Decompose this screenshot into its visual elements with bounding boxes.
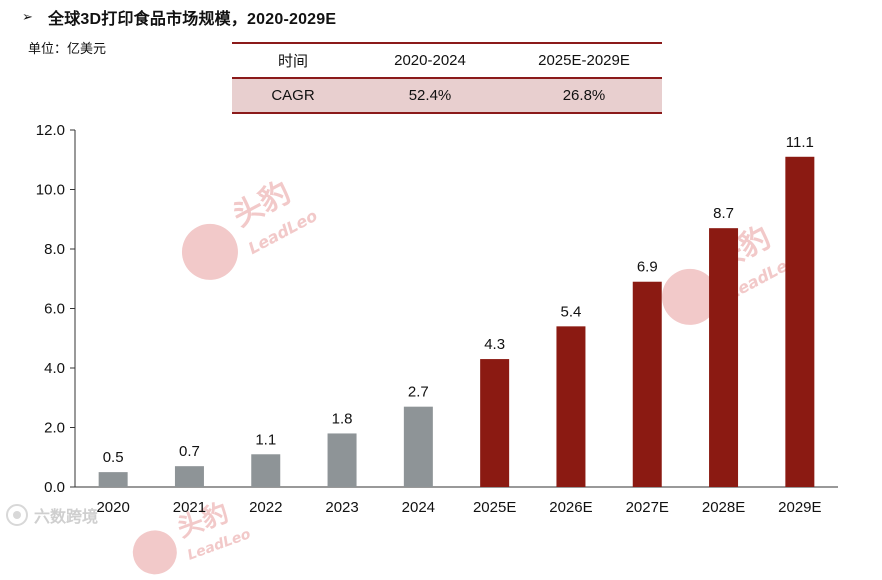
bar-2027E: [632, 281, 662, 487]
y-tick-label: 10.0: [36, 182, 65, 199]
x-tick-label-2025E: 2025E: [473, 499, 516, 516]
bar-chart: 0.0 2.0 4.0 6.0 8.0 10.0 12.0 0.5 2020 0.7 2021 1.1…: [36, 122, 838, 516]
arrow-bullet-icon: ➢: [22, 9, 33, 24]
data-label-2021: 0.7: [179, 443, 200, 460]
y-tick-label: 0.0: [44, 479, 65, 496]
footer-logo-icon: [6, 504, 28, 526]
y-tick-label: 8.0: [44, 241, 65, 258]
cagr-row-label: CAGR: [271, 87, 315, 104]
cagr-value-2020-2024: 52.4%: [408, 87, 452, 104]
bar-2024: [403, 406, 433, 487]
title-row: ➢ 全球3D打印食品市场规模，2020-2029E: [22, 6, 336, 28]
x-tick-label-2027E: 2027E: [626, 499, 669, 516]
bar-2025E: [480, 359, 510, 487]
watermark-logo-icon: [132, 530, 177, 575]
x-tick-label-2022: 2022: [249, 499, 282, 516]
x-tick-label-2020: 2020: [96, 499, 129, 516]
x-tick-label-2024: 2024: [402, 499, 435, 516]
cagr-table: 时间 2020-2024 2025E-2029E CAGR 52.4% 26.8…: [232, 42, 662, 114]
bar-2022: [251, 454, 281, 487]
x-tick-label-2021: 2021: [173, 499, 206, 516]
footer-watermark: 六数跨境: [6, 503, 98, 527]
cagr-table-header-row: 时间 2020-2024 2025E-2029E: [232, 43, 662, 78]
footer-logo-text: 六数跨境: [34, 509, 99, 526]
bar-2023: [327, 433, 357, 487]
cagr-value-2025-2029: 26.8%: [562, 87, 606, 104]
bar-2020: [98, 472, 128, 487]
cagr-header-period: 时间: [277, 53, 308, 70]
x-tick-label-2028E: 2028E: [702, 499, 745, 516]
data-label-2025E: 4.3: [484, 336, 505, 353]
y-tick-label: 2.0: [44, 420, 65, 437]
bar-2028E: [709, 228, 739, 488]
watermark-brand-en: LeadLeo: [185, 526, 253, 564]
y-tick-label: 6.0: [44, 301, 65, 318]
data-label-2027E: 6.9: [637, 259, 658, 276]
data-label-2023: 1.8: [332, 410, 353, 427]
x-tick-label-2026E: 2026E: [549, 499, 592, 516]
chart-title: 全球3D打印食品市场规模，2020-2029E: [48, 11, 337, 28]
x-tick-label-2023: 2023: [325, 499, 358, 516]
y-tick-label: 4.0: [44, 360, 65, 377]
unit-label: 单位：亿美元: [28, 41, 107, 56]
x-tick-label-2029E: 2029E: [778, 499, 821, 516]
bar-2021: [174, 466, 204, 487]
bar-2026E: [556, 326, 586, 487]
bar-2029E: [785, 156, 815, 487]
data-label-2028E: 8.7: [713, 205, 734, 222]
data-label-2026E: 5.4: [561, 303, 582, 320]
data-label-2020: 0.5: [103, 449, 124, 466]
cagr-header-2025-2029: 2025E-2029E: [538, 52, 630, 69]
cagr-table-row: CAGR 52.4% 26.8%: [232, 78, 662, 113]
cagr-header-2020-2024: 2020-2024: [394, 52, 466, 69]
data-label-2024: 2.7: [408, 384, 429, 401]
data-label-2022: 1.1: [255, 431, 276, 448]
y-tick-label: 12.0: [36, 122, 65, 139]
data-label-2029E: 11.1: [786, 134, 814, 151]
